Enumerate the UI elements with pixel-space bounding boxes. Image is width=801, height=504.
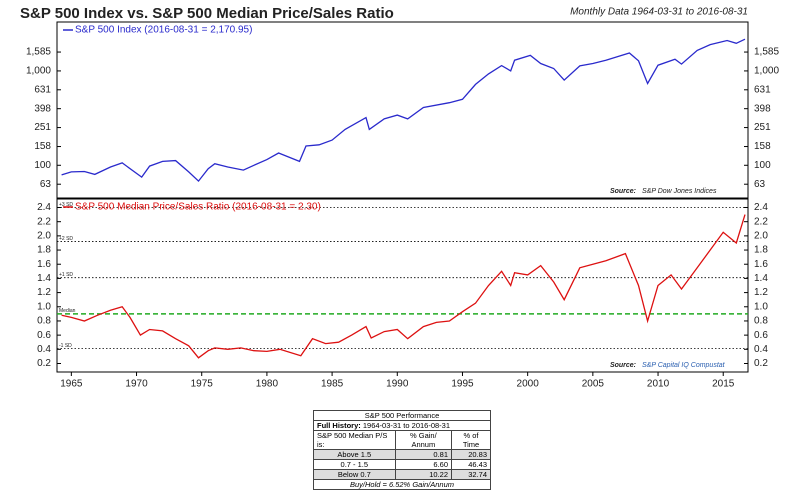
- y-tick-label: 2.2: [37, 216, 51, 227]
- y-tick-label-right: 63: [754, 179, 766, 190]
- y-tick-label: 251: [34, 122, 51, 133]
- y-tick-label-right: 0.8: [754, 316, 768, 327]
- y-tick-label-right: 0.2: [754, 358, 768, 369]
- y-tick-label-right: 100: [754, 160, 771, 171]
- cell: 0.7 - 1.5: [313, 459, 396, 470]
- y-tick-label-right: 398: [754, 103, 771, 114]
- cell: 32.74: [451, 469, 491, 480]
- y-tick-label-right: 158: [754, 141, 771, 152]
- y-tick-label-right: 1.4: [754, 273, 768, 284]
- header-cell: % Gain/ Annum: [394, 430, 453, 450]
- y-tick-label: 2.0: [37, 231, 51, 242]
- y-tick-label: 1.4: [37, 273, 51, 284]
- y-tick-label-right: 2.4: [754, 202, 768, 213]
- reference-label: +1 SD: [59, 272, 73, 278]
- legend-label: S&P 500 Median Price/Sales Ratio (2016-0…: [75, 202, 321, 213]
- chart-subtitle: Monthly Data 1964-03-31 to 2016-08-31: [570, 7, 748, 18]
- performance-table: S&P 500 Performance Full History: 1964-0…: [313, 410, 491, 490]
- y-tick-label: 0.8: [37, 316, 51, 327]
- y-tick-label-right: 1.8: [754, 245, 768, 256]
- y-tick-label: 1.8: [37, 245, 51, 256]
- y-tick-label-right: 2.0: [754, 231, 768, 242]
- y-tick-label-right: 1.0: [754, 301, 768, 312]
- y-tick-label: 158: [34, 141, 51, 152]
- x-tick-label: 1985: [321, 379, 344, 390]
- x-tick-label: 1990: [386, 379, 409, 390]
- series-line: [61, 214, 746, 359]
- x-tick-label: 1975: [191, 379, 214, 390]
- panel-frame: [56, 198, 749, 373]
- source-label: Source:: [610, 188, 636, 195]
- y-tick-label: 0.2: [37, 358, 51, 369]
- x-tick-label: 2000: [517, 379, 540, 390]
- cell: 6.60: [394, 459, 453, 470]
- y-tick-label: 63: [40, 179, 52, 190]
- reference-label: -1 SD: [59, 343, 72, 349]
- x-tick-label: 1965: [60, 379, 83, 390]
- y-tick-label: 100: [34, 160, 51, 171]
- x-tick-label: 1995: [451, 379, 474, 390]
- y-tick-label: 1,585: [26, 47, 51, 58]
- table-title: S&P 500 Performance: [313, 410, 491, 421]
- x-tick-label: 2010: [647, 379, 670, 390]
- table-history: Full History: 1964-03-31 to 2016-08-31: [313, 420, 491, 431]
- y-tick-label-right: 631: [754, 84, 771, 95]
- source: S&P Capital IQ Compustat: [642, 362, 726, 369]
- y-tick-label: 1.0: [37, 301, 51, 312]
- y-tick-label: 1,000: [26, 66, 51, 77]
- series-line: [61, 38, 746, 183]
- panel-frame: [56, 21, 749, 199]
- x-tick-label: 1980: [256, 379, 279, 390]
- cell: Below 0.7: [313, 469, 396, 480]
- y-tick-label-right: 0.4: [754, 344, 768, 355]
- reference-label: +2 SD: [59, 236, 73, 242]
- y-tick-label-right: 1,585: [754, 47, 779, 58]
- y-tick-label: 1.6: [37, 259, 51, 270]
- y-tick-label-right: 251: [754, 122, 771, 133]
- y-tick-label: 0.4: [37, 344, 51, 355]
- y-tick-label-right: 1.6: [754, 259, 768, 270]
- y-tick-label-right: 1,000: [754, 66, 779, 77]
- y-tick-label-right: 2.2: [754, 216, 768, 227]
- table-footnote: Buy/Hold = 6.52% Gain/Annum: [313, 479, 491, 490]
- cell: 10.22: [394, 469, 453, 480]
- y-tick-label: 1.2: [37, 287, 51, 298]
- x-tick-label: 2005: [582, 379, 605, 390]
- y-tick-label: 631: [34, 84, 51, 95]
- reference-label: +3 SD: [59, 202, 73, 208]
- reference-label: Median: [59, 308, 76, 314]
- cell: 46.43: [451, 459, 491, 470]
- source-label: Source:: [610, 362, 636, 369]
- x-tick-label: 2015: [712, 379, 735, 390]
- x-tick-label: 1970: [125, 379, 148, 390]
- cell: Above 1.5: [313, 449, 396, 460]
- source: S&P Dow Jones Indices: [642, 188, 717, 195]
- header-cell: S&P 500 Median P/S is:: [313, 430, 396, 450]
- y-tick-label-right: 1.2: [754, 287, 768, 298]
- y-tick-label: 2.4: [37, 202, 51, 213]
- cell: 20.83: [451, 449, 491, 460]
- legend-label: S&P 500 Index (2016-08-31 = 2,170.95): [75, 25, 252, 36]
- history: 1964-03-31 to 2016-08-31: [362, 421, 451, 430]
- chart-title: S&P 500 Index vs. S&P 500 Median Price/S…: [20, 5, 394, 22]
- cell: 0.81: [394, 449, 453, 460]
- history-label: Full History:: [317, 421, 361, 430]
- y-tick-label: 398: [34, 103, 51, 114]
- header-cell: % of Time: [451, 430, 491, 450]
- y-tick-label-right: 0.6: [754, 330, 768, 341]
- y-tick-label: 0.6: [37, 330, 51, 341]
